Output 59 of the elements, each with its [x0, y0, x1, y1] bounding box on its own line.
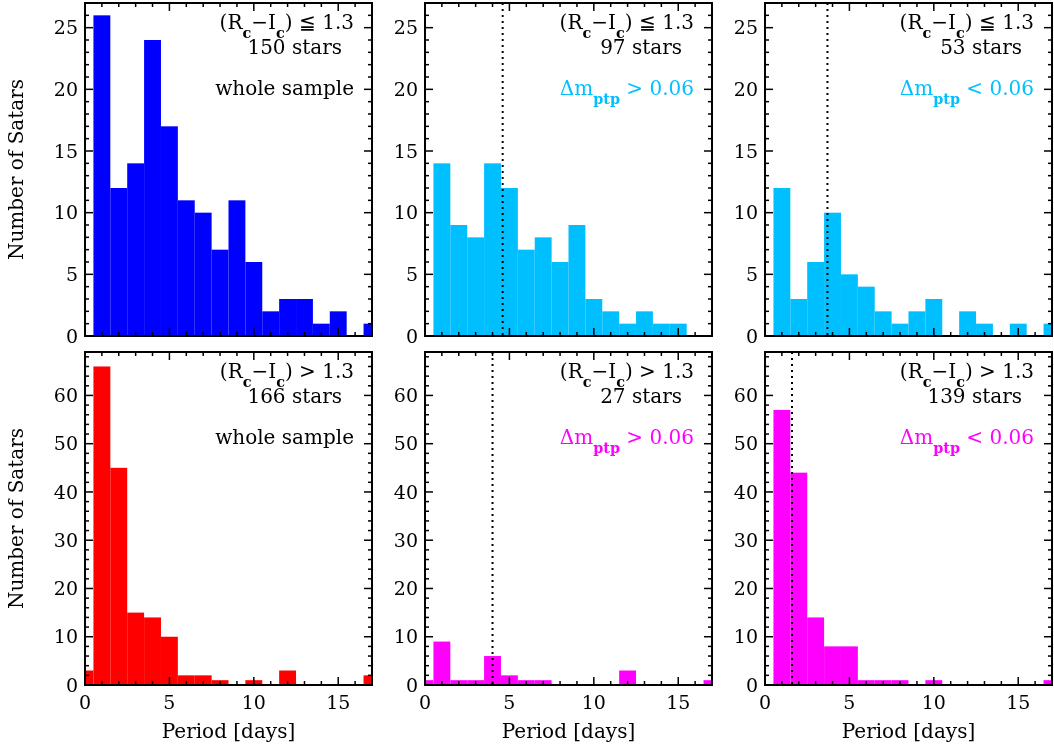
y-tick-label: 20	[53, 77, 78, 100]
x-tick-label: 10	[241, 691, 266, 713]
annotation: Δm$_{ptp}$ > 0.06	[559, 425, 694, 456]
y-tick-label: 30	[733, 528, 758, 551]
y-tick-label: 60	[393, 384, 418, 407]
y-tick-label: 5	[745, 262, 758, 285]
x-axis-title: Period [days]	[841, 719, 976, 743]
x-tick-label: 5	[163, 691, 176, 713]
y-tick-label: 10	[53, 625, 78, 648]
y-tick-label: 10	[393, 625, 418, 648]
y-tick-label: 0	[405, 673, 418, 696]
y-tick-label: 15	[733, 139, 758, 162]
y-tick-label: 60	[53, 384, 78, 407]
y-tick-label: 40	[53, 480, 78, 503]
y-tick-label: 30	[393, 528, 418, 551]
y-tick-label: 15	[53, 139, 78, 162]
y-tick-label: 10	[733, 625, 758, 648]
y-tick-label: 15	[393, 139, 418, 162]
y-tick-label: 0	[745, 673, 758, 696]
x-tick-label: 15	[326, 691, 351, 713]
y-tick-label: 5	[405, 262, 418, 285]
y-tick-label: 0	[65, 324, 78, 347]
y-tick-label: 40	[393, 480, 418, 503]
x-tick-label: 5	[843, 691, 856, 713]
y-tick-label: 20	[53, 577, 78, 600]
y-tick-label: 10	[53, 201, 78, 224]
y-tick-label: 50	[393, 432, 418, 455]
x-tick-label: 10	[581, 691, 606, 713]
y-tick-label: 0	[65, 673, 78, 696]
x-tick-label: 15	[666, 691, 691, 713]
x-tick-label: 5	[503, 691, 516, 713]
y-tick-label: 20	[393, 577, 418, 600]
y-tick-label: 40	[733, 480, 758, 503]
y-tick-label: 50	[733, 432, 758, 455]
y-tick-label: 10	[733, 201, 758, 224]
y-tick-label: 0	[745, 324, 758, 347]
annotation: Δm$_{ptp}$ < 0.06	[899, 425, 1034, 456]
y-tick-label: 20	[733, 577, 758, 600]
y-tick-label: 25	[393, 16, 418, 39]
y-tick-label: 25	[53, 16, 78, 39]
annotation: whole sample	[215, 76, 354, 100]
y-tick-label: 50	[53, 432, 78, 455]
x-tick-label: 10	[921, 691, 946, 713]
y-tick-label: 20	[393, 77, 418, 100]
y-tick-label: 60	[733, 384, 758, 407]
y-tick-label: 20	[733, 77, 758, 100]
y-tick-label: 0	[405, 324, 418, 347]
y-tick-label: 10	[393, 201, 418, 224]
x-axis-title: Period [days]	[501, 719, 636, 743]
annotation: whole sample	[215, 425, 354, 449]
x-tick-label: 15	[1006, 691, 1031, 713]
annotation: Δm$_{ptp}$ < 0.06	[899, 76, 1034, 107]
y-tick-label: 30	[53, 528, 78, 551]
y-axis-title: Number of Satars	[4, 427, 28, 610]
y-tick-label: 5	[65, 262, 78, 285]
y-tick-label: 25	[733, 16, 758, 39]
x-axis-title: Period [days]	[161, 719, 296, 743]
y-axis-title: Number of Satars	[4, 78, 28, 261]
annotation: Δm$_{ptp}$ > 0.06	[559, 76, 694, 107]
